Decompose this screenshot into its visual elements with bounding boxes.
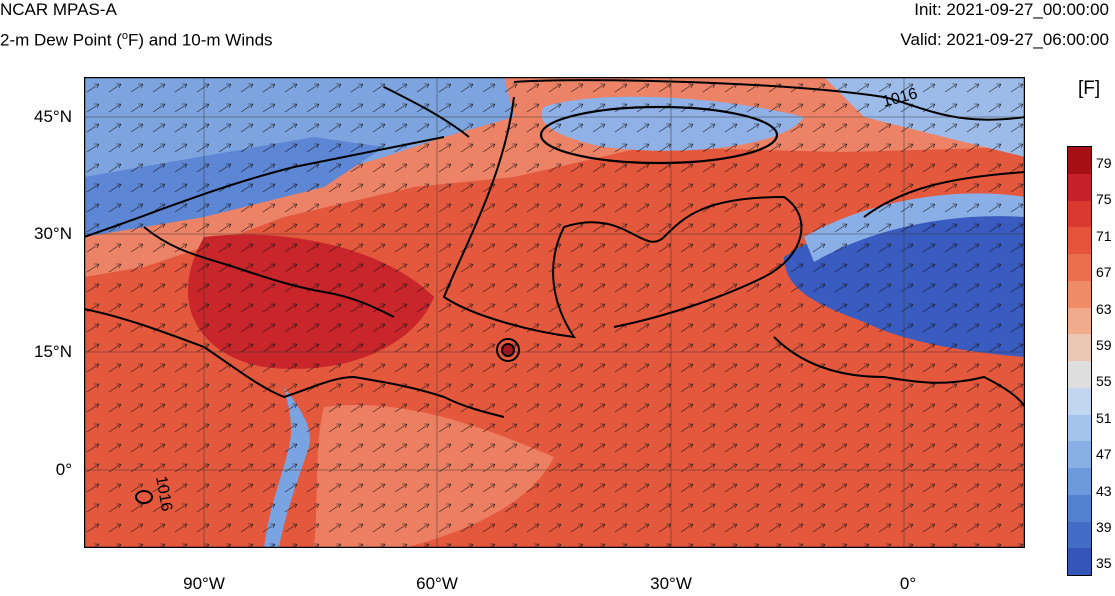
- lat-label-45n: 45°N: [34, 107, 72, 126]
- lat-label-15n: 15°N: [34, 342, 72, 361]
- coastline-canada: [383, 86, 470, 138]
- colorbar-swatch: [1068, 548, 1091, 575]
- colorbar-tick-label: 51: [1096, 409, 1112, 426]
- colorbar-swatch: [1068, 307, 1091, 335]
- colorbar-swatch: [1068, 521, 1091, 549]
- colorbar-swatch: [1068, 494, 1091, 522]
- colorbar-swatch: [1068, 414, 1091, 442]
- colorbar-tick-label: 67: [1096, 264, 1112, 281]
- isobar-small-low: [135, 490, 153, 504]
- hurricane-ring-inner: [501, 343, 515, 357]
- hurricane-ring-outer: [496, 338, 520, 362]
- colorbar-swatch: [1068, 334, 1091, 361]
- colorbar-swatch: [1068, 254, 1091, 281]
- colorbar: [1067, 146, 1092, 576]
- map-canvas: 1016 1016: [83, 76, 1026, 549]
- colorbar-swatch: [1068, 441, 1091, 468]
- lat-label-0: 0°: [55, 460, 72, 479]
- colorbar-units: [F]: [1078, 78, 1101, 99]
- lon-label-30w: 30°W: [650, 574, 692, 593]
- colorbar-tick-label: 35: [1096, 555, 1112, 572]
- map-border: [83, 76, 1026, 549]
- graticule: [84, 77, 1025, 548]
- colorbar-tick-label: 71: [1096, 227, 1112, 244]
- coastline-north-africa: [863, 171, 1026, 218]
- colorbar-swatch: [1068, 280, 1091, 308]
- colorbar-tick-label: 59: [1096, 337, 1112, 353]
- colorbar-swatch: [1068, 361, 1091, 388]
- coastline-west-africa: [773, 336, 1026, 408]
- coastline-central-america: [83, 308, 505, 418]
- isobar-west: [83, 136, 445, 238]
- colorbar-swatch: [1068, 147, 1091, 174]
- colorbar-swatch: [1068, 387, 1091, 415]
- colorbar-tick-label: 55: [1096, 373, 1112, 390]
- subtitle-text-rest: F) and 10-m Winds: [128, 30, 273, 50]
- colorbar-tick-label: 39: [1096, 519, 1112, 535]
- colorbar-tick-label: 79: [1096, 155, 1112, 171]
- colorbar-swatch: [1068, 200, 1091, 228]
- lon-label-0: 0°: [899, 574, 917, 593]
- colorbar-tick-label: 43: [1096, 482, 1112, 499]
- colorbar-swatch: [1068, 468, 1091, 495]
- isobar-label: 1016: [152, 475, 175, 513]
- plot-title: NCAR MPAS-A: [0, 0, 117, 19]
- wind-vectors: [84, 77, 1025, 548]
- coastline-gulf: [143, 226, 395, 318]
- isobar-low: [539, 105, 779, 165]
- isobar-subtropical: [442, 96, 803, 339]
- valid-time: Valid: 2021-09-27_06:00:00: [900, 30, 1109, 49]
- lon-label-60w: 60°W: [416, 574, 458, 593]
- colorbar-tick-label: 75: [1096, 191, 1112, 208]
- map-panel: 1016 1016: [83, 76, 1026, 549]
- colorbar-tick-label: 63: [1096, 300, 1112, 317]
- plot-subtitle: 2-m Dew Point (oF) and 10-m Winds: [0, 30, 273, 51]
- lat-label-30n: 30°N: [34, 224, 72, 243]
- degree-symbol: o: [121, 30, 128, 42]
- colorbar-swatch: [1068, 227, 1091, 254]
- colorbar-swatch: [1068, 173, 1091, 201]
- lon-label-90w: 90°W: [183, 574, 225, 593]
- subtitle-text: 2-m Dew Point (: [0, 30, 122, 50]
- init-time: Init: 2021-09-27_00:00:00: [914, 0, 1109, 19]
- colorbar-tick-label: 47: [1096, 446, 1112, 463]
